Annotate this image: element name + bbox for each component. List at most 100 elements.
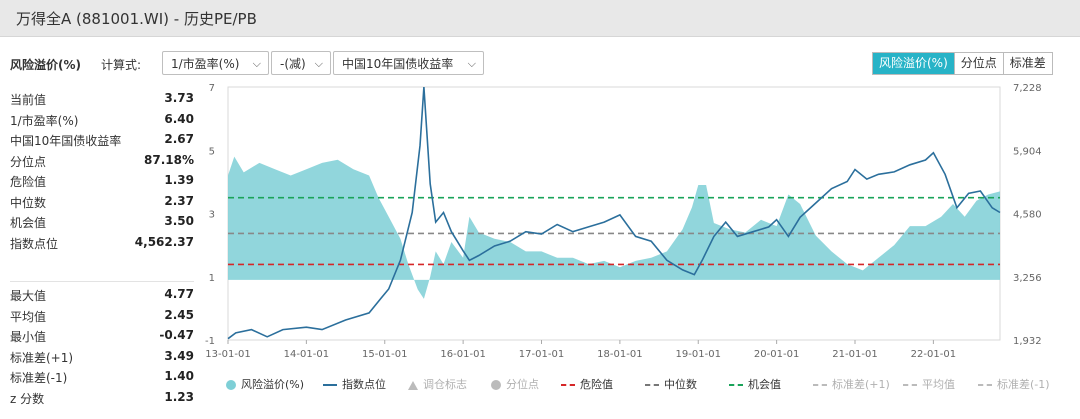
legend-label: 机会值	[748, 378, 781, 391]
stat-danger: 危险值 1.39	[10, 171, 194, 192]
chevron-down-icon: ⌵	[314, 57, 323, 70]
right-axis-tick: 1,932	[1013, 336, 1042, 347]
legend-item[interactable]: 标准差(-1)	[978, 376, 1050, 392]
title-bar: 万得全A (881001.WI) - 历史PE/PB	[0, 0, 1080, 37]
stat-value: 1.39	[164, 173, 194, 187]
window-title: 万得全A (881001.WI) - 历史PE/PB	[16, 10, 257, 28]
left-axis-tick: 7	[209, 83, 215, 94]
stat-label: 最大值	[10, 289, 47, 303]
legend-item[interactable]: 中位数	[645, 376, 697, 392]
stat-percentile: 分位点 87.18%	[10, 151, 194, 172]
legend-item[interactable]: 平均值	[903, 376, 955, 392]
x-axis-tick: 21-01-01	[832, 349, 877, 360]
x-axis-tick: 16-01-01	[440, 349, 485, 360]
stat-label: 中位数	[10, 195, 47, 210]
stat-value: -0.47	[159, 328, 194, 342]
x-axis-tick: 18-01-01	[597, 349, 642, 360]
legend-dash-icon	[645, 384, 659, 386]
stats-panel-top: 当前值 3.73 1/市盈率(%) 6.40 中国10年国债收益率 2.67 分位点 8…	[10, 89, 194, 253]
stat-value: 2.67	[164, 132, 194, 146]
x-axis-tick: 22-01-01	[911, 349, 956, 360]
stat-max: 最大值 4.77	[10, 285, 194, 306]
stat-label: 分位点	[10, 154, 47, 169]
left-axis-tick: 1	[209, 273, 215, 284]
stat-current: 当前值 3.73	[10, 89, 194, 110]
calc-label: 计算式:	[101, 58, 142, 72]
stat-min: 最小值 -0.47	[10, 326, 194, 347]
stats-divider	[10, 281, 194, 282]
stat-label: 最小值	[10, 330, 47, 344]
legend-dash-icon	[561, 384, 575, 386]
legend-item[interactable]: 调仓标志	[408, 376, 467, 392]
x-axis-tick: 20-01-01	[754, 349, 799, 360]
legend-tri-icon	[408, 380, 418, 390]
legend-label: 调仓标志	[423, 378, 467, 391]
stat-value: 4.77	[164, 287, 194, 301]
stat-inverse-pe: 1/市盈率(%) 6.40	[10, 110, 194, 131]
legend-label: 危险值	[580, 378, 613, 391]
legend-item[interactable]: 标准差(+1)	[813, 376, 890, 392]
x-axis-tick: 17-01-01	[519, 349, 564, 360]
x-axis-tick: 15-01-01	[362, 349, 407, 360]
toggle-percentile[interactable]: 分位点	[954, 53, 1004, 74]
stat-value: 87.18%	[144, 152, 194, 167]
stat-label: 指数点位	[10, 236, 59, 251]
bond-yield-dropdown[interactable]: 中国10年国债收益率 ⌵	[333, 51, 484, 75]
legend-item[interactable]: 指数点位	[323, 376, 386, 392]
stat-label: z 分数	[10, 391, 45, 406]
legend-label: 标准差(-1)	[997, 378, 1050, 391]
stat-value: 2.37	[164, 193, 194, 208]
bond-yield-dropdown-value: 中国10年国债收益率	[342, 57, 454, 71]
chart-legend: 风险溢价(%) 指数点位 调仓标志 分位点 危险值 中位数 机会值 标准差(+1) 平均值 标准差…	[226, 376, 1050, 394]
stat-std-plus: 标准差(+1) 3.49	[10, 347, 194, 368]
stat-label: 中国10年国债收益率	[10, 134, 122, 148]
legend-label: 平均值	[922, 378, 955, 391]
stat-opportunity: 机会值 3.50	[10, 212, 194, 233]
legend-label: 指数点位	[342, 378, 386, 391]
legend-dash-icon	[978, 384, 992, 386]
stat-index-level: 指数点位 4,562.37	[10, 233, 194, 254]
x-axis-tick: 19-01-01	[676, 349, 721, 360]
view-toggle-group: 风险溢价(%) 分位点 标准差	[872, 52, 1053, 75]
stat-median: 中位数 2.37	[10, 192, 194, 213]
chevron-down-icon: ⌵	[252, 57, 261, 70]
stat-value: 1.23	[164, 389, 194, 404]
legend-item[interactable]: 机会值	[729, 376, 781, 392]
legend-label: 风险溢价(%)	[241, 378, 305, 391]
x-axis-tick: 14-01-01	[284, 349, 329, 360]
legend-item[interactable]: 危险值	[561, 376, 613, 392]
plot-frame	[227, 86, 1001, 341]
legend-item[interactable]: 分位点	[491, 376, 539, 392]
legend-dash-icon	[729, 384, 743, 386]
operator-dropdown-value: -(减)	[280, 57, 306, 71]
toggle-risk-premium[interactable]: 风险溢价(%)	[873, 53, 955, 74]
index-level-line	[227, 86, 1001, 340]
legend-line-icon	[323, 384, 337, 386]
right-axis-tick: 7,228	[1013, 83, 1042, 94]
stat-label: 当前值	[10, 93, 47, 107]
legend-label: 中位数	[664, 378, 697, 391]
stat-value: 2.45	[164, 307, 194, 322]
formula-dropdown[interactable]: 1/市盈率(%) ⌵	[162, 51, 269, 75]
stat-mean: 平均值 2.45	[10, 306, 194, 327]
right-axis-tick: 5,904	[1013, 146, 1042, 157]
stat-label: 标准差(+1)	[10, 350, 74, 365]
stat-label: 标准差(-1)	[10, 371, 68, 385]
legend-dot-icon	[491, 380, 501, 390]
legend-dash-icon	[903, 384, 917, 386]
risk-premium-area	[228, 156, 1000, 299]
left-axis-tick: -1	[205, 336, 215, 347]
toggle-std-dev[interactable]: 标准差	[1003, 53, 1052, 74]
legend-label: 标准差(+1)	[832, 378, 890, 391]
operator-dropdown[interactable]: -(减) ⌵	[271, 51, 331, 75]
stat-value: 3.49	[164, 348, 194, 363]
left-axis-tick: 3	[209, 210, 215, 221]
chevron-down-icon: ⌵	[467, 57, 476, 70]
legend-item[interactable]: 风险溢价(%)	[226, 376, 304, 392]
stat-value: 3.73	[164, 91, 194, 105]
stat-z-score: z 分数 1.23	[10, 388, 194, 409]
stat-std-minus: 标准差(-1) 1.40	[10, 367, 194, 388]
section-label: 风险溢价(%)	[10, 58, 81, 72]
legend-dot-icon	[226, 380, 236, 390]
stat-label: 1/市盈率(%)	[10, 113, 79, 128]
